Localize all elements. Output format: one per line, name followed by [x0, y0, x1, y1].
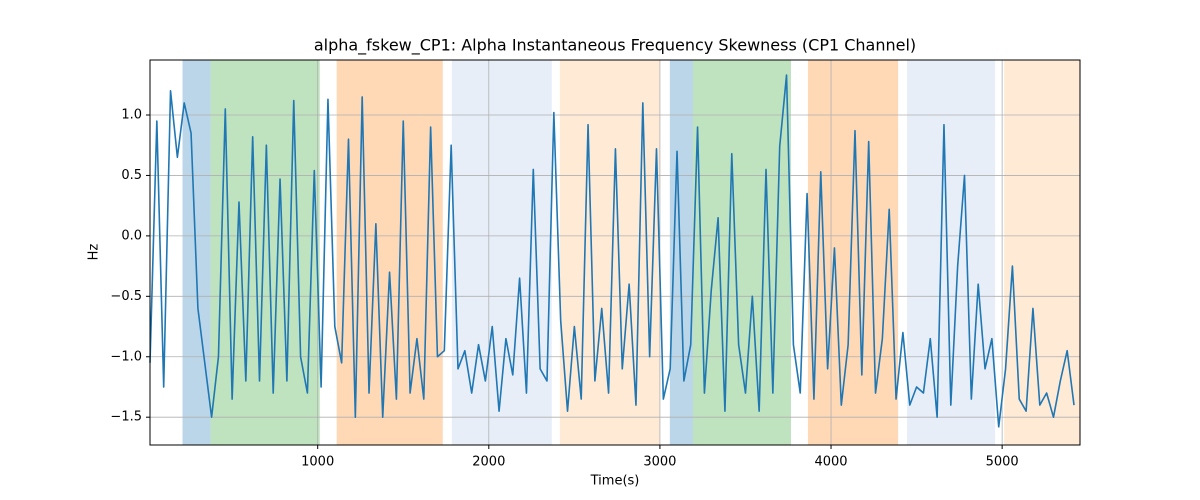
y-tick-label: −0.5	[110, 289, 142, 304]
span	[1004, 60, 1080, 445]
data-line	[149, 74, 1075, 428]
y-tick-label: 0.0	[121, 228, 142, 243]
y-tick-label: 0.5	[121, 168, 142, 183]
span	[210, 60, 320, 445]
plot-frame	[149, 59, 1081, 446]
y-tick-label: −1.5	[110, 410, 142, 425]
x-tick-label: 2000	[472, 455, 505, 470]
y-tick-label: 1.0	[121, 108, 142, 123]
y-tick-label: −1.0	[110, 349, 142, 364]
x-tick-label: 4000	[814, 455, 847, 470]
x-tick-label: 5000	[986, 455, 1019, 470]
chart-title: alpha_fskew_CP1: Alpha Instantaneous Fre…	[314, 36, 916, 56]
span	[692, 60, 791, 445]
span	[669, 60, 693, 445]
x-tick-label: 1000	[301, 455, 334, 470]
span	[807, 60, 899, 445]
span	[559, 60, 660, 445]
y-axis-label: Hz	[87, 244, 102, 261]
span	[907, 60, 996, 445]
span	[182, 60, 211, 445]
x-tick-label: 3000	[643, 455, 676, 470]
x-axis-label: Time(s)	[590, 474, 640, 489]
